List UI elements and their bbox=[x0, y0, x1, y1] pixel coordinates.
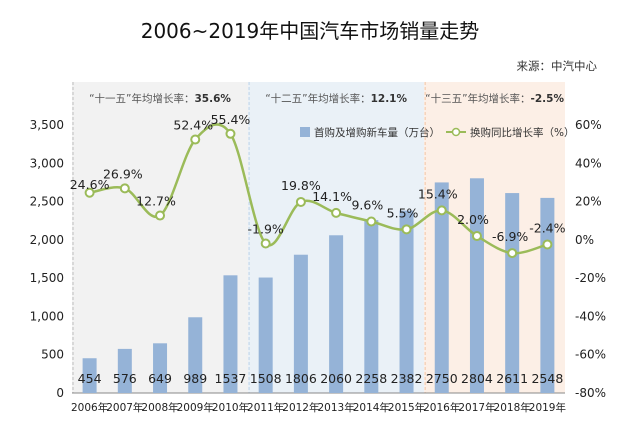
bar bbox=[82, 358, 97, 393]
growth-rate-label: -1.9% bbox=[248, 221, 284, 236]
growth-rate-label: 12.7% bbox=[136, 194, 176, 209]
left-axis-tick: 2,000 bbox=[30, 233, 64, 247]
growth-rate-point bbox=[507, 248, 518, 259]
right-axis-tick: -40% bbox=[575, 309, 606, 323]
bar bbox=[399, 210, 414, 393]
period-band-1 bbox=[72, 82, 249, 393]
growth-rate-label: 9.6% bbox=[351, 197, 383, 212]
bar-value-label: 2060 bbox=[320, 371, 352, 386]
growth-rate-label: 14.1% bbox=[312, 189, 352, 204]
growth-rate-label: -6.9% bbox=[492, 229, 528, 244]
bar-value-label: 2750 bbox=[426, 371, 458, 386]
x-axis-tick: 2016年 bbox=[423, 401, 460, 414]
period-label-2: “十二五”年均增长率：12.1% bbox=[265, 92, 407, 105]
growth-rate-label: 2.0% bbox=[457, 212, 489, 227]
growth-rate-point bbox=[542, 239, 553, 250]
right-axis-tick: 20% bbox=[575, 195, 602, 209]
period-label-3: “十三五”年均增长率：-2.5% bbox=[425, 92, 564, 105]
growth-rate-point bbox=[401, 224, 412, 235]
x-axis-tick: 2018年 bbox=[494, 401, 531, 414]
x-axis-tick: 2007年 bbox=[106, 401, 143, 414]
growth-rate-label: 26.9% bbox=[103, 166, 143, 181]
x-axis-tick: 2010年 bbox=[212, 401, 249, 414]
bar-value-label: 576 bbox=[113, 371, 137, 386]
bar-value-label: 1508 bbox=[250, 371, 282, 386]
left-axis-tick: 2,500 bbox=[30, 195, 64, 209]
right-axis-tick: -60% bbox=[575, 348, 606, 362]
left-axis-tick: 500 bbox=[41, 348, 64, 362]
x-axis-tick: 2014年 bbox=[353, 401, 390, 414]
bar-value-label: 2804 bbox=[461, 371, 493, 386]
growth-rate-label: 55.4% bbox=[211, 112, 251, 127]
growth-rate-label: 5.5% bbox=[387, 205, 419, 220]
growth-rate-label: 24.6% bbox=[70, 177, 110, 192]
growth-rate-point bbox=[155, 210, 166, 221]
bar bbox=[434, 182, 449, 393]
bar-value-label: 2548 bbox=[531, 371, 563, 386]
chart-title: 2006~2019年中国汽车市场销量走势 bbox=[141, 19, 480, 43]
bar bbox=[469, 178, 484, 393]
bar-value-label: 2382 bbox=[391, 371, 423, 386]
bar bbox=[117, 348, 132, 393]
right-axis-tick: 60% bbox=[575, 118, 602, 132]
right-axis-tick: 40% bbox=[575, 156, 602, 170]
x-axis-tick: 2006年 bbox=[71, 401, 108, 414]
x-axis-tick: 2019年 bbox=[529, 401, 566, 414]
x-axis-tick: 2017年 bbox=[458, 401, 495, 414]
x-axis-tick: 2013年 bbox=[317, 401, 354, 414]
bar bbox=[223, 275, 238, 393]
bar-value-label: 454 bbox=[78, 371, 102, 386]
bar-value-label: 2258 bbox=[355, 371, 387, 386]
growth-rate-label: 52.4% bbox=[173, 118, 213, 133]
growth-rate-point bbox=[471, 231, 482, 242]
bar-value-label: 649 bbox=[148, 371, 172, 386]
bar bbox=[258, 277, 273, 393]
period-label-1: “十一五”年均增长率：35.6% bbox=[89, 92, 231, 105]
x-axis-tick: 2008年 bbox=[141, 401, 178, 414]
left-axis-tick: 3,500 bbox=[30, 118, 64, 132]
growth-rate-point bbox=[295, 196, 306, 207]
bar bbox=[505, 193, 520, 393]
x-axis-tick: 2011年 bbox=[247, 401, 284, 414]
growth-rate-label: 15.4% bbox=[418, 186, 458, 201]
right-axis-tick: -20% bbox=[575, 271, 606, 285]
right-axis-tick: -80% bbox=[575, 386, 606, 400]
x-axis-tick: 2009年 bbox=[177, 401, 214, 414]
growth-rate-point bbox=[436, 205, 447, 216]
bar bbox=[329, 235, 344, 393]
legend-line-label: 换购同比增长率（%） bbox=[470, 126, 574, 139]
left-axis-tick: 0 bbox=[56, 386, 64, 400]
growth-rate-point bbox=[119, 183, 130, 194]
growth-rate-point bbox=[366, 216, 377, 227]
legend-bar-swatch bbox=[300, 127, 310, 137]
left-axis-tick: 3,000 bbox=[30, 156, 64, 170]
bar bbox=[364, 220, 379, 393]
x-axis-tick: 2015年 bbox=[388, 401, 425, 414]
growth-rate-point bbox=[225, 128, 236, 139]
legend-bar-label: 首购及增购新车量（万台） bbox=[314, 126, 440, 139]
source-note: 来源：中汽中心 bbox=[517, 59, 598, 73]
legend-line-marker bbox=[451, 127, 461, 137]
growth-rate-point bbox=[84, 187, 95, 198]
bar-value-label: 1537 bbox=[215, 371, 247, 386]
growth-rate-label: -2.4% bbox=[529, 220, 565, 235]
bar bbox=[153, 343, 168, 393]
growth-rate-point bbox=[260, 238, 271, 249]
growth-rate-label: 19.8% bbox=[281, 178, 321, 193]
left-axis-tick: 1,500 bbox=[30, 271, 64, 285]
right-axis-tick: 0% bbox=[575, 233, 594, 247]
bar-value-label: 989 bbox=[183, 371, 207, 386]
bar bbox=[188, 317, 203, 393]
bar-value-label: 1806 bbox=[285, 371, 317, 386]
left-axis-tick: 1,000 bbox=[30, 309, 64, 323]
bar bbox=[293, 254, 308, 393]
growth-rate-point bbox=[190, 134, 201, 145]
bar-value-label: 2611 bbox=[496, 371, 528, 386]
x-axis-tick: 2012年 bbox=[282, 401, 319, 414]
growth-rate-point bbox=[331, 207, 342, 218]
